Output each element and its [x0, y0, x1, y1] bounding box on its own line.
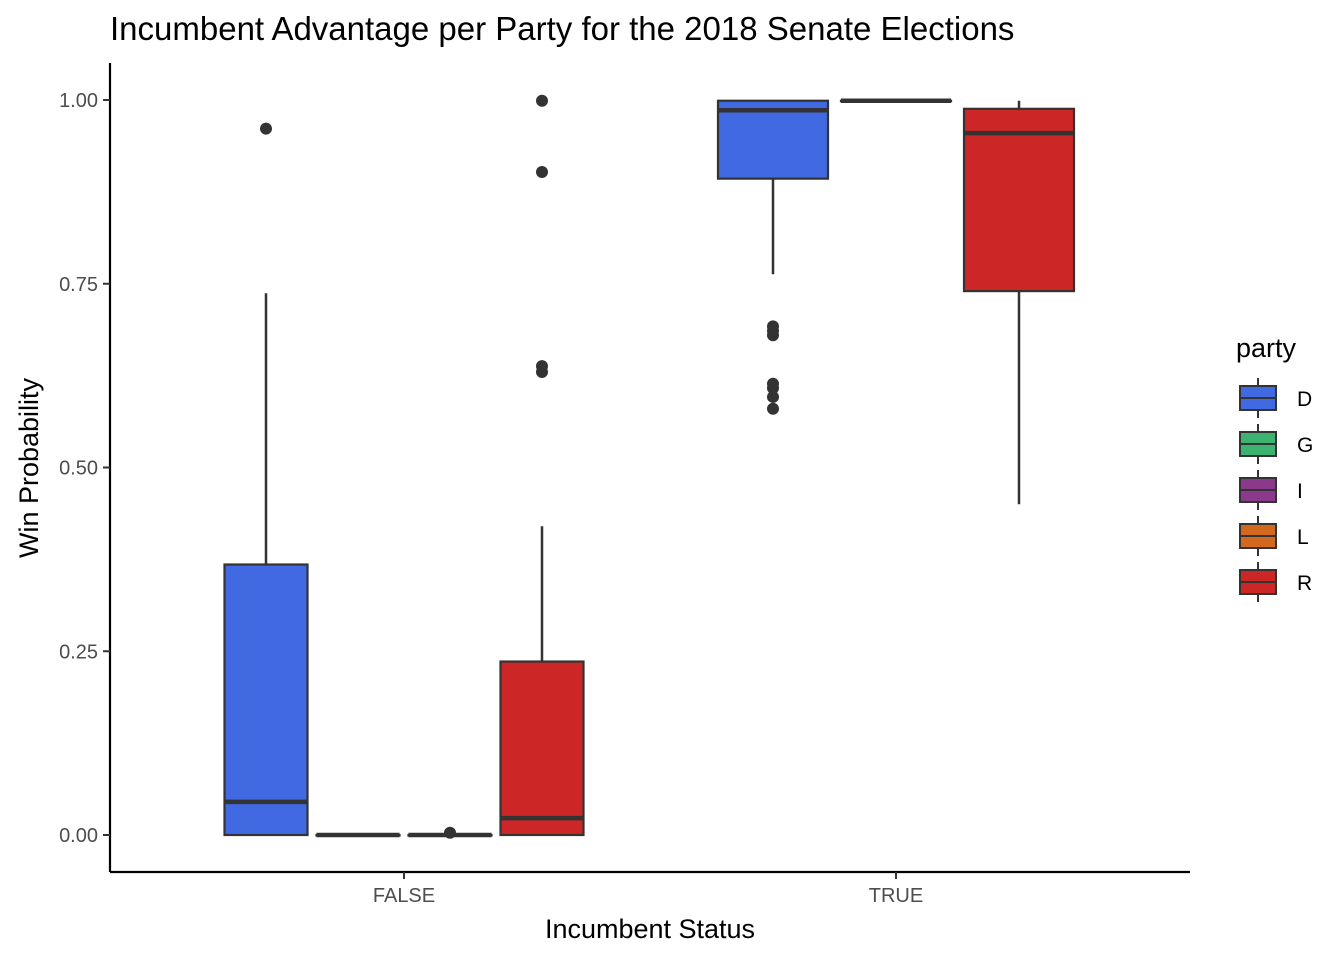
legend-key-l: L	[1239, 516, 1309, 556]
outlier-point	[536, 166, 548, 179]
outlier-point	[444, 826, 456, 839]
box-false-l	[315, 832, 401, 838]
y-tick-label: 0.00	[59, 825, 98, 847]
y-tick-label: 0.75	[59, 274, 98, 296]
y-axis-label: Win Probability	[14, 377, 44, 558]
box-true-i	[839, 98, 953, 103]
outlier-point	[767, 402, 779, 415]
x-tick-label: TRUE	[869, 885, 923, 907]
box-true-d	[716, 99, 830, 415]
box-body	[716, 99, 830, 180]
y-tick-label: 0.50	[59, 458, 98, 480]
legend-key-d: D	[1239, 378, 1312, 418]
outlier-point	[767, 320, 779, 333]
y-tick-label: 0.25	[59, 641, 98, 663]
legend-label: G	[1297, 434, 1313, 457]
legend-label: I	[1297, 480, 1303, 503]
box-false-i	[407, 826, 493, 839]
x-tick-label: FALSE	[373, 885, 435, 907]
legend-key-r: R	[1239, 562, 1312, 602]
box-false-r	[499, 94, 585, 837]
legend-label: R	[1297, 572, 1312, 595]
legend-title: party	[1236, 333, 1297, 363]
legend-label: L	[1297, 526, 1309, 549]
outlier-point	[536, 360, 548, 373]
legend-key-g: G	[1239, 424, 1313, 464]
box-body	[499, 660, 585, 837]
x-axis-label: Incumbent Status	[545, 914, 755, 944]
box-true-r	[962, 100, 1076, 505]
outlier-point	[536, 94, 548, 107]
legend-label: D	[1297, 388, 1312, 411]
box-body	[223, 563, 309, 837]
outlier-point	[767, 377, 779, 390]
chart-title: Incumbent Advantage per Party for the 20…	[110, 10, 1014, 47]
outlier-point	[260, 122, 272, 135]
legend-key-i: I	[1239, 470, 1303, 510]
outlier-point	[767, 390, 779, 403]
box-body	[962, 107, 1076, 293]
y-tick-label: 1.00	[59, 90, 98, 112]
box-false-d	[223, 122, 309, 837]
